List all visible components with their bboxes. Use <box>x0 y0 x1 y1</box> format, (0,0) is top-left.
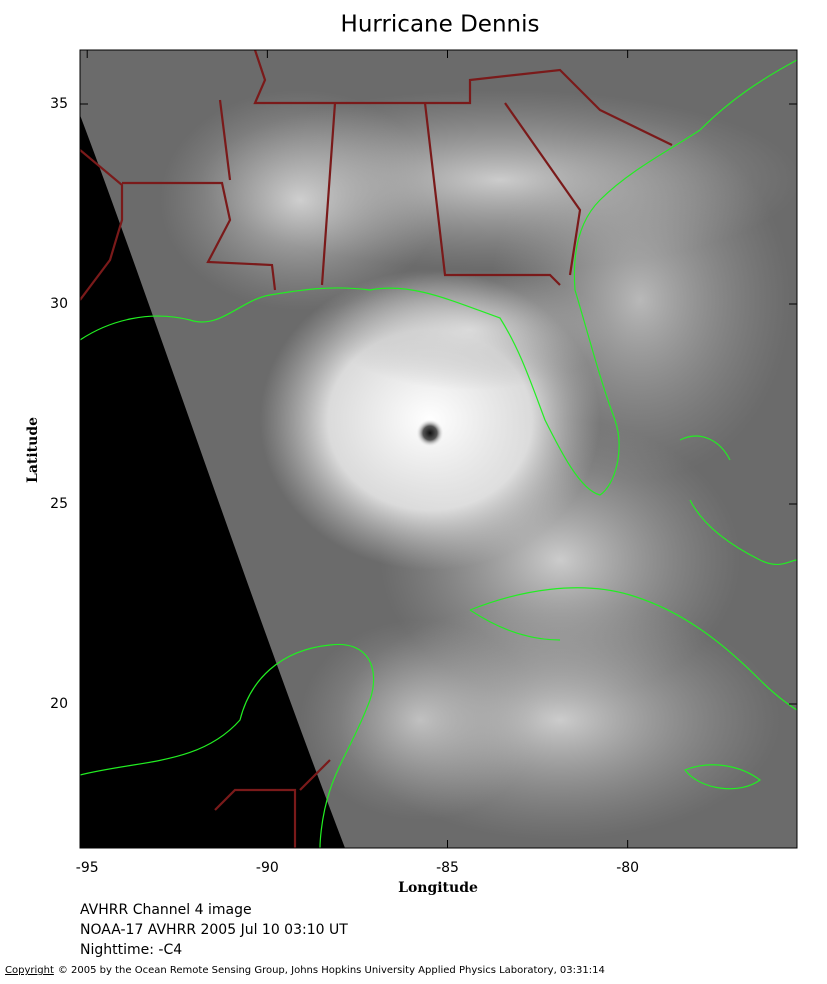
x-axis-label: Longitude <box>398 880 478 896</box>
y-tick-label: 30 <box>50 296 68 312</box>
x-tick-label: -90 <box>256 860 279 876</box>
x-tick-label: -85 <box>436 860 459 876</box>
satellite-image <box>80 50 797 848</box>
caption-line: NOAA-17 AVHRR 2005 Jul 10 03:10 UT <box>80 922 348 938</box>
axes: -95 -90 -85 -80 20 25 30 35 <box>50 50 797 876</box>
x-tick-label: -95 <box>76 860 99 876</box>
copyright-link[interactable]: Copyright <box>5 965 54 976</box>
plot-frame <box>79 49 798 849</box>
y-tick-label: 35 <box>50 96 68 112</box>
x-tick-label: -80 <box>616 860 639 876</box>
caption-line: AVHRR Channel 4 image <box>80 902 252 918</box>
y-tick-label: 25 <box>50 496 68 512</box>
y-axis-label: Latitude <box>25 417 41 483</box>
copyright: Copyright © 2005 by the Ocean Remote Sens… <box>5 965 605 976</box>
copyright-text: © 2005 by the Ocean Remote Sensing Group… <box>58 965 605 976</box>
chart-title: Hurricane Dennis <box>341 12 540 38</box>
y-tick-label: 20 <box>50 696 68 712</box>
caption-line: Nighttime: -C4 <box>80 942 182 958</box>
